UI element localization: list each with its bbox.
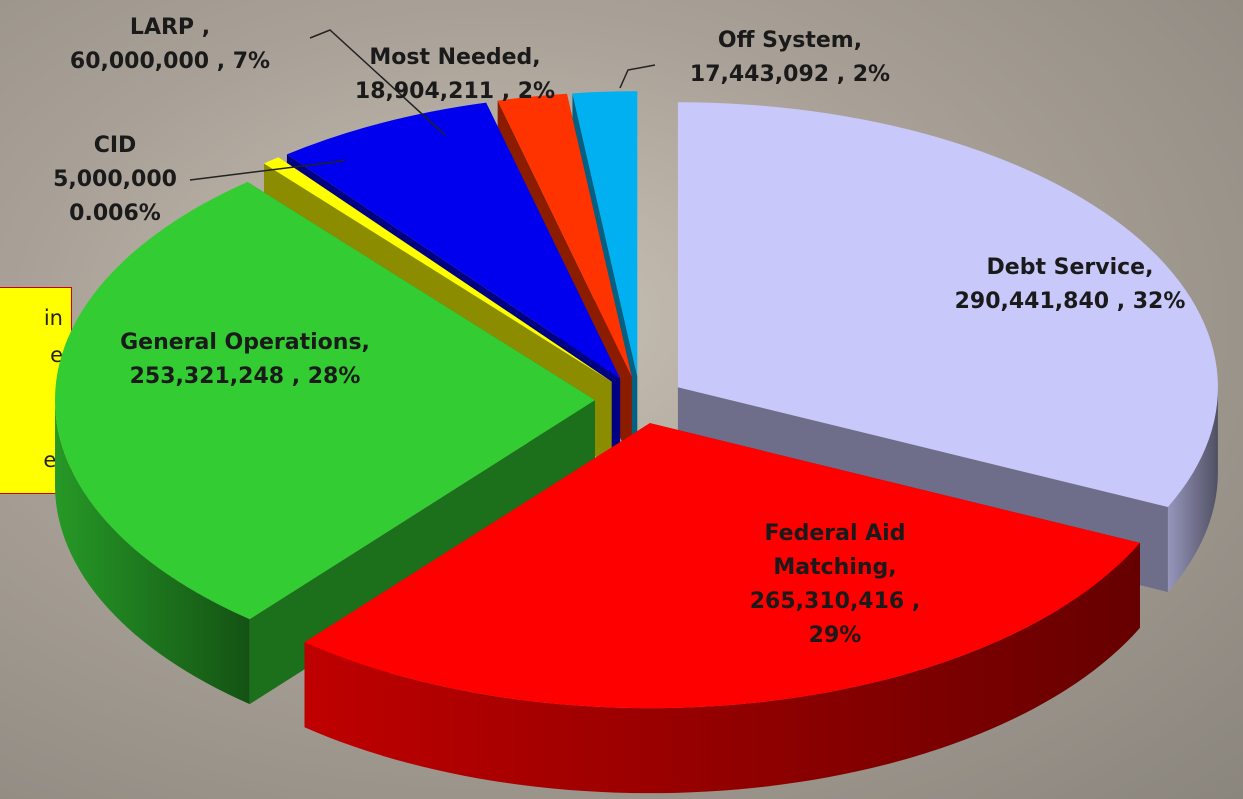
page: in e e, (() => { const data = JSON.parse…: [0, 0, 1243, 799]
slice-name: LARP ,: [20, 11, 320, 45]
slice-label: Federal Aid Matching,265,310,416 , 29%: [720, 517, 950, 653]
slice-value: 5,000,000 0.006%: [45, 163, 185, 231]
slice-label: Debt Service,290,441,840 , 32%: [905, 251, 1235, 319]
slice-value: 17,443,092 , 2%: [670, 58, 910, 92]
slice-value: 265,310,416 , 29%: [720, 585, 950, 653]
slice-name: Federal Aid Matching,: [720, 517, 950, 585]
slice-label: LARP ,60,000,000 , 7%: [20, 11, 320, 79]
slice-name: General Operations,: [80, 326, 410, 360]
slice-label: Most Needed,18,904,211 , 2%: [335, 41, 575, 109]
slice-label: General Operations,253,321,248 , 28%: [80, 326, 410, 394]
slice-value: 60,000,000 , 7%: [20, 45, 320, 79]
slice-label: Off System,17,443,092 , 2%: [670, 24, 910, 92]
slice-name: CID: [45, 129, 185, 163]
slice-name: Debt Service,: [905, 251, 1235, 285]
slice-value: 253,321,248 , 28%: [80, 360, 410, 394]
slice-name: Off System,: [670, 24, 910, 58]
pie: [55, 91, 1218, 793]
slice-value: 290,441,840 , 32%: [905, 285, 1235, 319]
leader-line: [620, 65, 655, 88]
slice-value: 18,904,211 , 2%: [335, 75, 575, 109]
chart: [0, 0, 1243, 799]
slice-name: Most Needed,: [335, 41, 575, 75]
